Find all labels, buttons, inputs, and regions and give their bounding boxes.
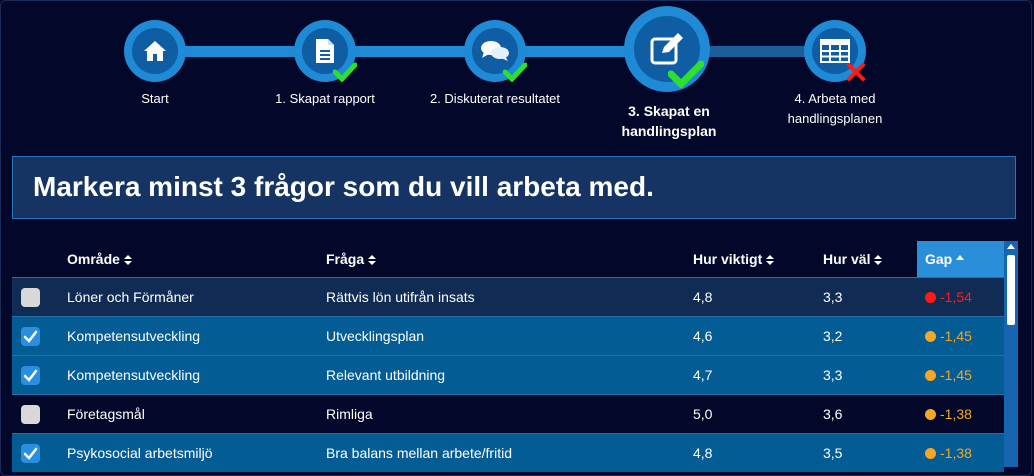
page-title: Markera minst 3 frågor som du vill arbet… bbox=[33, 171, 654, 202]
cell-how-well: 3,3 bbox=[823, 367, 843, 383]
status-dot bbox=[925, 291, 936, 303]
checkmark-icon bbox=[23, 330, 38, 343]
check-icon bbox=[503, 62, 527, 82]
row-checkbox[interactable] bbox=[21, 366, 40, 385]
step-label: 1. Skapat rapport bbox=[275, 91, 375, 106]
row-checkbox[interactable] bbox=[21, 444, 40, 463]
table-row[interactable]: Företagsmål Rimliga 5,0 3,6 -1,38 bbox=[12, 394, 1004, 433]
cell-question: Rättvis lön utifrån insats bbox=[326, 289, 475, 305]
cell-importance: 4,8 bbox=[693, 289, 713, 305]
cell-gap: -1,38 bbox=[925, 395, 972, 433]
column-header-importance[interactable]: Hur viktigt bbox=[693, 241, 775, 277]
check-icon bbox=[333, 62, 357, 82]
step-label: 3. Skapat en handlingsplan bbox=[621, 103, 717, 139]
step-label: 4. Arbeta med handlingsplanen bbox=[787, 91, 883, 126]
step-label: Start bbox=[141, 91, 169, 106]
scrollbar-thumb[interactable] bbox=[1007, 255, 1015, 325]
status-dot bbox=[925, 447, 936, 459]
cell-question: Utvecklingsplan bbox=[326, 328, 425, 344]
column-header-area[interactable]: Område bbox=[67, 241, 132, 277]
sort-icon bbox=[874, 255, 883, 266]
cell-importance: 4,6 bbox=[693, 328, 713, 344]
chat-icon bbox=[472, 28, 518, 74]
column-header-gap[interactable]: Gap bbox=[917, 241, 1004, 277]
table-scrollbar[interactable] bbox=[1004, 241, 1018, 467]
cell-how-well: 3,6 bbox=[823, 406, 843, 422]
questions-table: Område Fråga Hur viktigt Hur väl Gap Lön… bbox=[12, 241, 1004, 472]
stepper-line-pending bbox=[675, 46, 840, 57]
cell-question: Rimliga bbox=[326, 406, 373, 422]
status-dot bbox=[925, 369, 936, 381]
step-label: 2. Diskuterat resultatet bbox=[429, 91, 561, 106]
table-header: Område Fråga Hur viktigt Hur väl Gap bbox=[12, 241, 1004, 277]
row-checkbox[interactable] bbox=[21, 288, 40, 307]
cell-area: Löner och Förmåner bbox=[67, 289, 194, 305]
cell-gap: -1,45 bbox=[925, 356, 972, 394]
sort-icon bbox=[368, 255, 377, 266]
cell-area: Kompetensutveckling bbox=[67, 367, 201, 383]
cell-importance: 4,7 bbox=[693, 367, 713, 383]
stepper-line-completed bbox=[155, 46, 675, 57]
cell-question: Relevant utbildning bbox=[326, 367, 446, 383]
cross-icon bbox=[847, 63, 865, 81]
edit-icon bbox=[634, 16, 700, 82]
cell-importance: 5,0 bbox=[693, 406, 713, 422]
status-dot bbox=[925, 330, 936, 342]
row-checkbox[interactable] bbox=[21, 327, 40, 346]
table-row[interactable]: Löner och Förmåner Rättvis lön utifrån i… bbox=[12, 277, 1004, 316]
cell-how-well: 3,3 bbox=[823, 289, 843, 305]
cell-how-well: 3,2 bbox=[823, 328, 843, 344]
cell-importance: 4,8 bbox=[693, 445, 713, 461]
document-icon bbox=[302, 28, 348, 74]
table-row[interactable]: Psykosocial arbetsmiljö Bra balans mella… bbox=[12, 433, 1004, 472]
instruction-banner: Markera minst 3 frågor som du vill arbet… bbox=[12, 156, 1016, 219]
sort-icon bbox=[123, 255, 132, 266]
sort-ascending-icon bbox=[956, 254, 965, 260]
progress-stepper: Start 1. Skapat rapport 2. Diskuterat re… bbox=[0, 0, 1034, 150]
row-checkbox[interactable] bbox=[21, 405, 40, 424]
cell-area: Företagsmål bbox=[67, 406, 145, 422]
scroll-up-icon[interactable] bbox=[1007, 244, 1015, 249]
cell-area: Kompetensutveckling bbox=[67, 328, 201, 344]
cell-gap: -1,45 bbox=[925, 317, 972, 355]
cell-area: Psykosocial arbetsmiljö bbox=[67, 445, 213, 461]
cell-question: Bra balans mellan arbete/fritid bbox=[326, 445, 512, 461]
status-dot bbox=[925, 408, 936, 420]
checkmark-icon bbox=[23, 447, 38, 460]
checkmark-icon bbox=[23, 369, 38, 382]
cell-gap: -1,54 bbox=[925, 278, 972, 316]
sort-icon bbox=[766, 255, 775, 266]
column-header-question[interactable]: Fråga bbox=[326, 241, 377, 277]
cell-gap: -1,38 bbox=[925, 434, 972, 472]
table-row[interactable]: Kompetensutveckling Relevant utbildning … bbox=[12, 355, 1004, 394]
check-icon bbox=[668, 60, 704, 88]
column-header-how-well[interactable]: Hur väl bbox=[823, 241, 883, 277]
home-icon bbox=[132, 28, 178, 74]
cell-how-well: 3,5 bbox=[823, 445, 843, 461]
table-row[interactable]: Kompetensutveckling Utvecklingsplan 4,6 … bbox=[12, 316, 1004, 355]
